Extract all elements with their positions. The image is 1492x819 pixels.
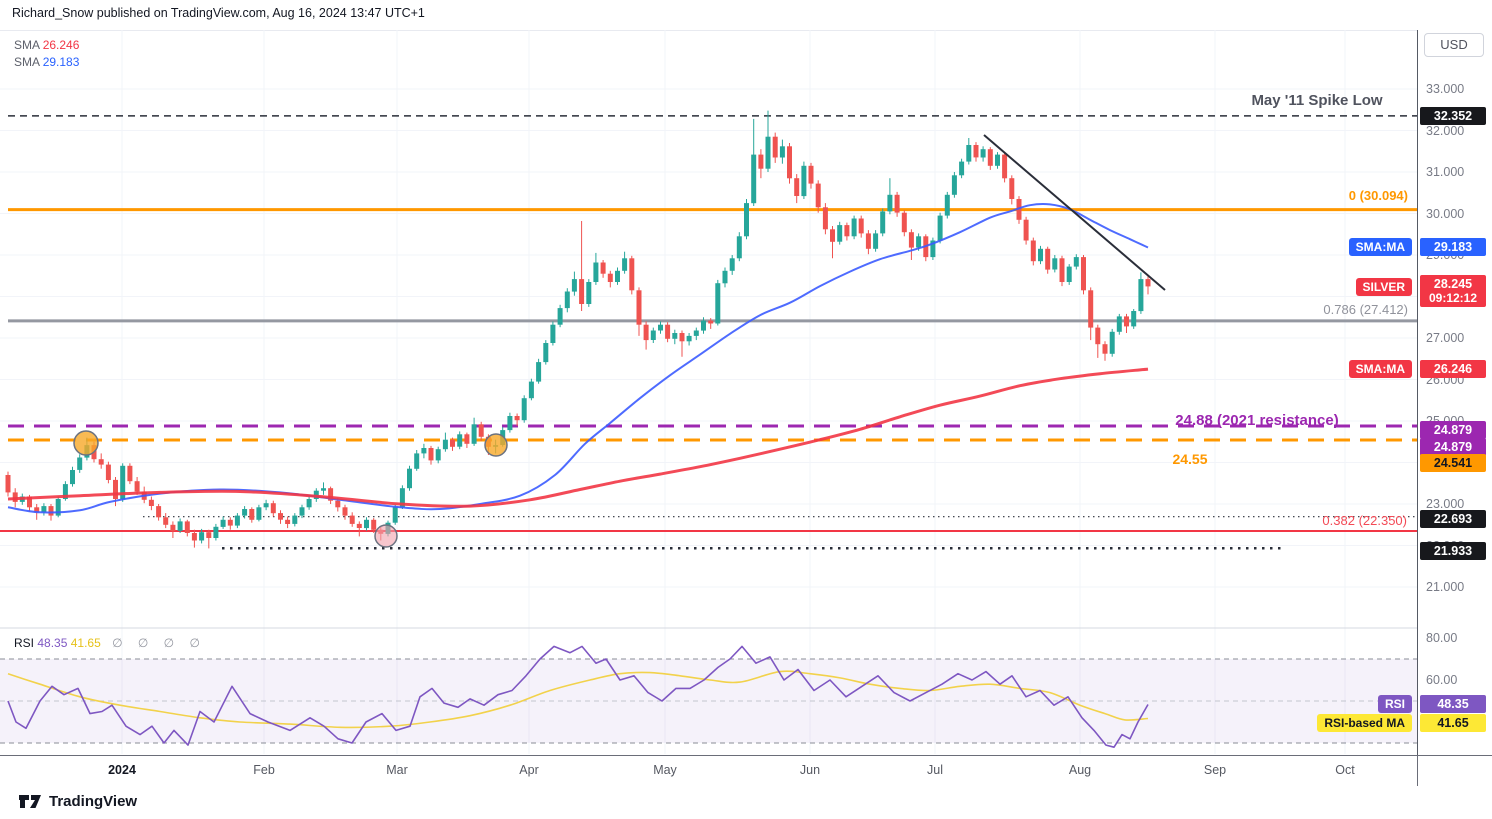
rsi-empty-slots: ∅ ∅ ∅ ∅ xyxy=(112,636,206,650)
price-tick: 21.000 xyxy=(1426,580,1465,594)
time-label[interactable]: May xyxy=(653,763,677,777)
rsi-value: 48.35 xyxy=(37,636,68,650)
tradingview-branding[interactable]: TradingView xyxy=(18,791,137,811)
rsi-legend[interactable]: RSI 48.35 41.65 ∅ ∅ ∅ ∅ xyxy=(14,636,206,650)
tradingview-logo-icon xyxy=(19,795,41,808)
sma-line-0[interactable] xyxy=(7,203,1149,514)
sma1-label: SMA xyxy=(14,38,40,52)
time-label[interactable]: Apr xyxy=(519,763,539,777)
axis-badge: 29.183 xyxy=(1420,238,1486,256)
time-label[interactable]: Jul xyxy=(927,763,943,777)
axis-badge: 48.35 xyxy=(1420,695,1486,713)
price-tick: 32.000 xyxy=(1426,124,1465,138)
header-divider xyxy=(0,30,1492,31)
price-tick: 30.000 xyxy=(1426,207,1465,221)
rsi-tick: 60.00 xyxy=(1426,673,1458,687)
time-label[interactable]: 2024 xyxy=(108,763,136,777)
sma2-value: 29.183 xyxy=(42,55,80,69)
price-tick: 27.000 xyxy=(1426,331,1465,345)
price-tick: 31.000 xyxy=(1426,165,1465,179)
sma-legend-row-2[interactable]: SMA 29.183 xyxy=(14,54,79,71)
price-tick: 33.000 xyxy=(1426,82,1465,96)
grid xyxy=(0,30,1417,754)
sma2-label: SMA xyxy=(14,55,40,69)
side-badge: SMA:MA xyxy=(1348,238,1412,256)
time-label[interactable]: Aug xyxy=(1068,763,1092,777)
rsi-tick: 80.00 xyxy=(1426,631,1458,645)
byline: Richard_Snow published on TradingView.co… xyxy=(12,6,425,20)
price-axis[interactable]: USD 33.00032.00031.00030.00029.00028.000… xyxy=(1417,30,1492,755)
axis-badge: 28.245 09:12:12 xyxy=(1420,275,1486,307)
side-badge: SMA:MA xyxy=(1348,360,1412,378)
svg-text:0.382 (22.350): 0.382 (22.350) xyxy=(1322,513,1407,528)
price-levels[interactable] xyxy=(0,115,1417,550)
trendline[interactable] xyxy=(983,134,1166,291)
rsi-line[interactable] xyxy=(7,645,1149,748)
axis-badge: 21.933 xyxy=(1420,542,1486,560)
svg-text:0 (30.094): 0 (30.094) xyxy=(1349,188,1408,203)
sma-legend-row-1[interactable]: SMA 26.246 xyxy=(14,37,79,54)
sma-legend[interactable]: SMA 26.246 SMA 29.183 xyxy=(14,37,79,71)
axis-badge: 41.65 xyxy=(1420,714,1486,732)
time-label[interactable]: Feb xyxy=(253,763,275,777)
tradingview-logo-text: TradingView xyxy=(49,792,138,810)
sma-line-1[interactable] xyxy=(7,367,1149,508)
time-label[interactable]: Mar xyxy=(386,763,408,777)
svg-text:May '11 Spike Low: May '11 Spike Low xyxy=(1251,92,1382,109)
price-chart[interactable]: May '11 Spike Low 0 (30.094) 0.786 (27.412… xyxy=(0,0,1417,784)
sma1-value: 26.246 xyxy=(42,38,80,52)
candles[interactable] xyxy=(5,110,1151,549)
axis-badge: 32.352 xyxy=(1420,107,1486,125)
time-axis[interactable]: 2024 Feb Mar Apr May Jun Jul Aug Sep Oct xyxy=(0,755,1492,786)
circle-marker-0[interactable] xyxy=(73,430,99,456)
time-label[interactable]: Jun xyxy=(799,763,821,777)
side-badge: RSI-based MA xyxy=(1317,714,1412,732)
svg-text:0.786 (27.412): 0.786 (27.412) xyxy=(1323,302,1408,317)
axis-badge: 26.246 xyxy=(1420,360,1486,378)
time-label[interactable]: Oct xyxy=(1335,763,1355,777)
time-label[interactable]: Sep xyxy=(1203,763,1227,777)
svg-text:24.55: 24.55 xyxy=(1172,451,1207,467)
price-tick: 23.000 xyxy=(1426,497,1465,511)
axis-badge: 24.879 xyxy=(1420,421,1486,439)
circle-marker-1[interactable] xyxy=(484,433,508,457)
side-badge: RSI xyxy=(1377,695,1412,713)
currency-button[interactable]: USD xyxy=(1424,33,1484,57)
side-badge: SILVER xyxy=(1355,278,1412,296)
rsi-label: RSI xyxy=(14,636,35,650)
circle-marker-2[interactable] xyxy=(374,524,398,548)
axis-badge: 24.879 xyxy=(1420,438,1486,456)
rsi-band xyxy=(0,658,1417,744)
annotations: May '11 Spike Low 0 (30.094) 0.786 (27.412… xyxy=(1172,92,1408,528)
axis-badge: 24.541 xyxy=(1420,454,1486,472)
rsi-ma-value: 41.65 xyxy=(70,636,101,650)
svg-text:24.88 (2021 resistance): 24.88 (2021 resistance) xyxy=(1175,412,1338,429)
time-axis-corner-divider xyxy=(1417,756,1418,786)
rsi-ma-line[interactable] xyxy=(7,670,1149,729)
axis-badge: 22.693 xyxy=(1420,510,1486,528)
